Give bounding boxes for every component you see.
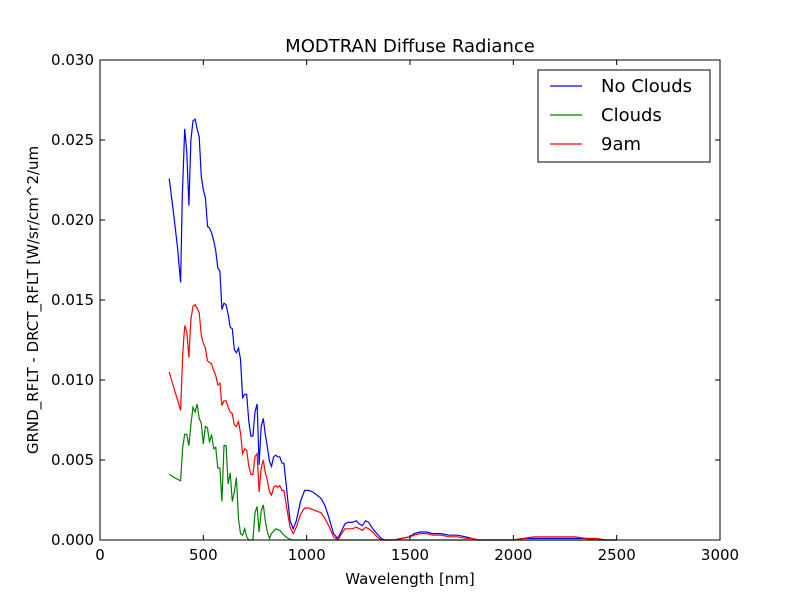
- x-tick-label: 500: [189, 546, 218, 564]
- x-tick-label: 3000: [701, 546, 739, 564]
- legend-label-1: Clouds: [601, 105, 662, 126]
- legend-label-0: No Clouds: [601, 76, 692, 97]
- series-line-2: [168, 303, 617, 541]
- y-tick-label: 0.020: [51, 211, 94, 229]
- y-axis-label: GRND_RFLT - DRCT_RFLT [W/sr/cm^2/um: [24, 146, 43, 454]
- legend-entries: No Clouds Clouds 9am: [550, 76, 692, 155]
- x-tick-label: 1000: [288, 546, 326, 564]
- legend: No Clouds Clouds 9am: [537, 69, 711, 163]
- y-tick-label: 0.015: [51, 291, 94, 309]
- x-tick-label: 2000: [494, 546, 532, 564]
- x-axis-label: Wavelength [nm]: [345, 570, 475, 588]
- x-tick-label: 1500: [391, 546, 429, 564]
- x-tick-label: 0: [95, 546, 105, 564]
- y-tick-label: 0.005: [51, 451, 94, 469]
- chart-title: MODTRAN Diffuse Radiance: [285, 36, 535, 57]
- series-line-0: [168, 118, 617, 541]
- y-tick-label: 0.000: [51, 531, 94, 549]
- y-tick-label: 0.025: [51, 131, 94, 149]
- y-axis: 0.000 0.005 0.010 0.015 0.020 0.025 0.030: [51, 51, 720, 549]
- y-tick-label: 0.030: [51, 51, 94, 69]
- legend-label-2: 9am: [601, 134, 641, 155]
- legend-box: [537, 69, 711, 163]
- y-tick-label: 0.010: [51, 371, 94, 389]
- x-tick-label: 2500: [598, 546, 636, 564]
- x-axis: 0 500 1000 1500 2000 2500 3000: [95, 60, 739, 564]
